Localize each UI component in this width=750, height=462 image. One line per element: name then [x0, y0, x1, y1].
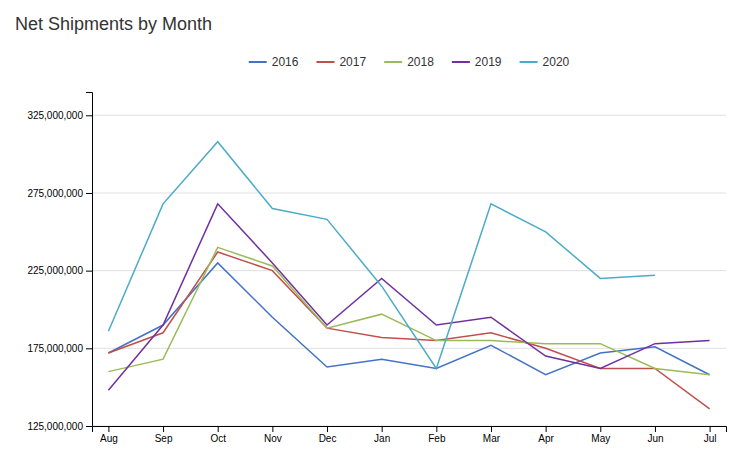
x-tick-mark — [108, 426, 109, 432]
x-tick-mark — [163, 426, 164, 432]
x-tick: Sep — [155, 426, 173, 444]
y-tick-label: 225,000,000 — [27, 265, 83, 276]
x-axis-line — [93, 427, 727, 433]
series-line — [108, 142, 655, 369]
y-tick-mark — [86, 193, 92, 194]
x-tick-mark — [491, 426, 492, 432]
legend-swatch — [520, 61, 538, 63]
x-tick: Mar — [483, 426, 501, 444]
legend-item: 2016 — [249, 55, 299, 69]
x-tick: Apr — [538, 426, 554, 444]
grid-line — [92, 348, 726, 349]
x-tick: Jan — [374, 426, 390, 444]
x-tick-label: Jun — [647, 433, 663, 444]
series-line — [108, 204, 709, 390]
legend-label: 2016 — [272, 55, 299, 69]
x-tick-mark — [218, 426, 219, 432]
y-tick: 225,000,000 — [27, 265, 92, 276]
legend-item: 2017 — [316, 55, 366, 69]
x-tick-label: Nov — [264, 433, 282, 444]
grid-line — [92, 192, 726, 193]
y-axis-line — [86, 93, 93, 427]
x-tick-label: Oct — [210, 433, 226, 444]
x-tick-label: Apr — [538, 433, 554, 444]
chart: 125,000,000 175,000,000 225,000,000 275,000… — [0, 0, 750, 462]
legend: 2016 2017 2018 2019 2020 — [249, 55, 570, 69]
y-tick: 325,000,000 — [27, 110, 92, 121]
x-tick-label: Jul — [704, 433, 717, 444]
x-tick-label: Dec — [319, 433, 337, 444]
x-tick-mark — [600, 426, 601, 432]
y-tick-label: 175,000,000 — [27, 343, 83, 354]
x-tick-label: May — [591, 433, 610, 444]
y-tick-mark — [86, 348, 92, 349]
grid — [92, 115, 726, 426]
series-line — [108, 252, 709, 409]
x-axis: Aug Sep Oct Nov Dec Jan Feb Mar Apr May Jun Jul — [93, 426, 727, 444]
legend-label: 2017 — [339, 55, 366, 69]
x-tick-mark — [710, 426, 711, 432]
y-tick: 175,000,000 — [27, 343, 92, 354]
legend-label: 2020 — [543, 55, 570, 69]
x-tick-mark — [436, 426, 437, 432]
x-tick-mark — [327, 426, 328, 432]
x-tick-mark — [546, 426, 547, 432]
legend-item: 2020 — [520, 55, 570, 69]
y-tick: 275,000,000 — [27, 188, 92, 199]
x-tick: Aug — [100, 426, 118, 444]
x-tick-label: Feb — [428, 433, 446, 444]
legend-swatch — [384, 61, 402, 63]
title: Net Shipments by Month — [15, 14, 212, 34]
x-tick: Feb — [428, 426, 446, 444]
x-tick-label: Jan — [374, 433, 390, 444]
series-line — [108, 247, 709, 374]
legend-item: 2018 — [384, 55, 434, 69]
legend-item: 2019 — [452, 55, 502, 69]
legend-label: 2018 — [407, 55, 434, 69]
legend-label: 2019 — [475, 55, 502, 69]
y-tick: 125,000,000 — [27, 421, 92, 432]
y-tick-mark — [86, 271, 92, 272]
x-tick-mark — [272, 426, 273, 432]
x-tick: Oct — [210, 426, 226, 444]
legend-swatch — [249, 61, 267, 63]
x-tick: Nov — [264, 426, 282, 444]
y-axis: 125,000,000 175,000,000 225,000,000 275,000… — [27, 93, 92, 432]
x-tick: Jun — [647, 426, 663, 444]
legend-swatch — [316, 61, 334, 63]
y-tick-mark — [86, 426, 92, 427]
x-tick: Jul — [704, 426, 717, 444]
x-tick-label: Aug — [100, 433, 118, 444]
plot-area — [108, 142, 709, 409]
x-tick-label: Sep — [155, 433, 173, 444]
legend-swatch — [452, 61, 470, 63]
x-tick: Dec — [319, 426, 337, 444]
y-tick-label: 325,000,000 — [27, 110, 83, 121]
y-tick-mark — [86, 115, 92, 116]
y-tick-label: 275,000,000 — [27, 188, 83, 199]
x-tick-label: Mar — [483, 433, 501, 444]
grid-line — [92, 115, 726, 116]
x-tick: May — [591, 426, 610, 444]
x-tick-mark — [382, 426, 383, 432]
y-tick-label: 125,000,000 — [27, 421, 83, 432]
x-tick-mark — [655, 426, 656, 432]
